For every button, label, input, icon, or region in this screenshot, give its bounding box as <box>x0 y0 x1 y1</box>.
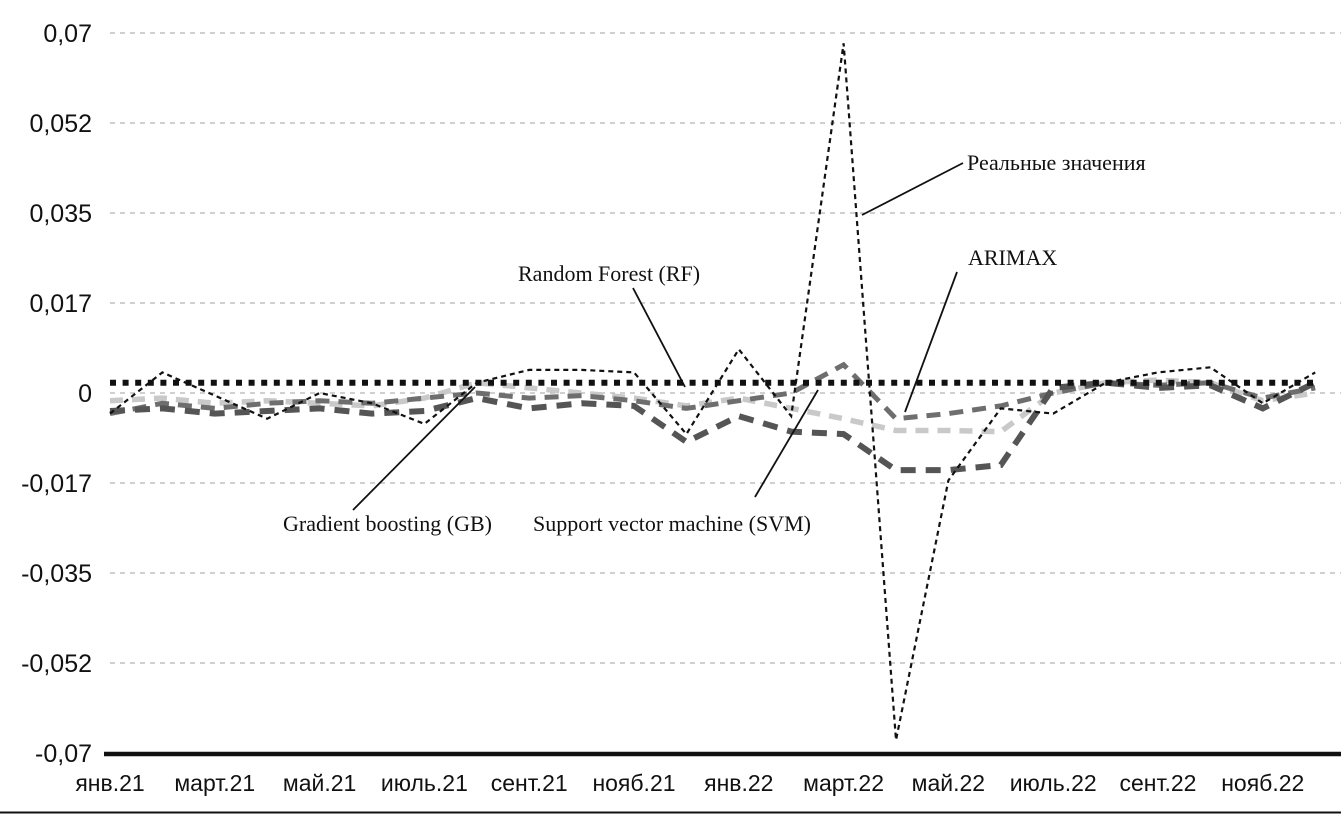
x-tick-label: янв.22 <box>704 770 773 796</box>
y-tick-label: 0,035 <box>29 200 92 228</box>
series-line-gb <box>109 377 1316 435</box>
x-tick-label: янв.21 <box>75 770 144 796</box>
y-tick-label: 0,017 <box>29 290 92 318</box>
y-tick-label: -0,07 <box>35 740 92 768</box>
annotation-label-gb: Gradient boosting (GB) <box>283 511 492 536</box>
x-tick-label: июль.21 <box>381 770 468 796</box>
annotation-pointer-gb <box>352 386 476 511</box>
series-line-real <box>109 43 1316 741</box>
y-tick-label: 0,052 <box>29 110 92 138</box>
x-tick-label: июль.22 <box>1010 770 1097 796</box>
y-tick-label: -0,052 <box>21 650 92 678</box>
y-tick-label: -0,035 <box>21 560 92 588</box>
x-tick-label: сент.22 <box>1120 770 1197 796</box>
series-line-svm <box>109 379 1317 474</box>
annotation-pointer-svm <box>754 389 819 498</box>
x-tick-label: сент.21 <box>491 770 568 796</box>
x-axis-labels: янв.21 март.21 май.21 июль.21 сент.21 нояб.21… <box>75 770 1304 796</box>
annotation-label-real: Реальные значения <box>967 150 1146 175</box>
x-tick-label: май.22 <box>912 770 985 796</box>
y-tick-label: 0 <box>78 380 92 408</box>
annotation-pointer-rf <box>632 287 686 388</box>
annotation-label-rf: Random Forest (RF) <box>518 261 700 286</box>
annotation-pointer-real <box>861 162 964 216</box>
series-annotations: Реальные значения Random Forest (RF) ARIMA… <box>283 150 1146 536</box>
annotation-pointer-arimax <box>904 271 958 413</box>
y-axis-labels: 0,07 0,052 0,035 0,017 0 -0,017 -0,035 -0,052 -0… <box>21 20 92 768</box>
x-tick-label: нояб.21 <box>592 770 675 796</box>
y-tick-label: -0,017 <box>21 470 92 498</box>
annotation-label-arimax: ARIMAX <box>968 245 1057 270</box>
annotation-label-svm: Support vector machine (SVM) <box>533 511 811 536</box>
gridlines <box>110 32 1341 664</box>
x-tick-label: март.22 <box>803 770 884 796</box>
x-tick-label: нояб.22 <box>1221 770 1304 796</box>
series-lines <box>109 43 1317 741</box>
x-tick-label: март.21 <box>174 770 255 796</box>
y-tick-label: 0,07 <box>43 20 92 48</box>
x-tick-label: май.21 <box>283 770 356 796</box>
